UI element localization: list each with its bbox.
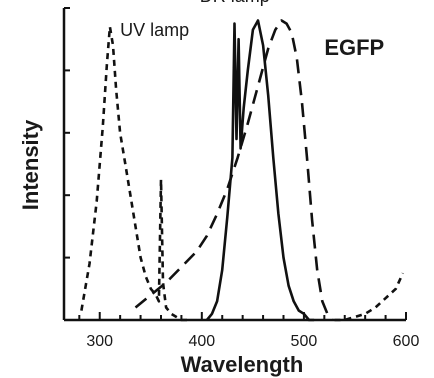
labels-layer: Wavelength Intensity UV lamp DR lamp EGFP bbox=[18, 0, 384, 377]
x-tick-label: 400 bbox=[188, 333, 215, 350]
axes: 300 400 500 600 bbox=[62, 7, 420, 350]
annotation-dr-lamp: DR lamp bbox=[200, 0, 270, 6]
y-axis-title: Intensity bbox=[18, 119, 43, 210]
series-line-egfp-tail bbox=[334, 272, 405, 322]
series-line-uv-lamp bbox=[80, 25, 192, 322]
x-axis-title: Wavelength bbox=[181, 352, 304, 377]
series-layer bbox=[80, 19, 405, 322]
x-tick-label: 600 bbox=[393, 333, 420, 350]
series-line-egfp bbox=[134, 19, 334, 321]
x-tick-label: 500 bbox=[291, 333, 318, 350]
series-line-dr-lamp bbox=[205, 19, 315, 322]
x-tick-label: 300 bbox=[86, 333, 113, 350]
annotation-uv-lamp: UV lamp bbox=[120, 20, 189, 40]
annotation-egfp: EGFP bbox=[324, 35, 384, 60]
